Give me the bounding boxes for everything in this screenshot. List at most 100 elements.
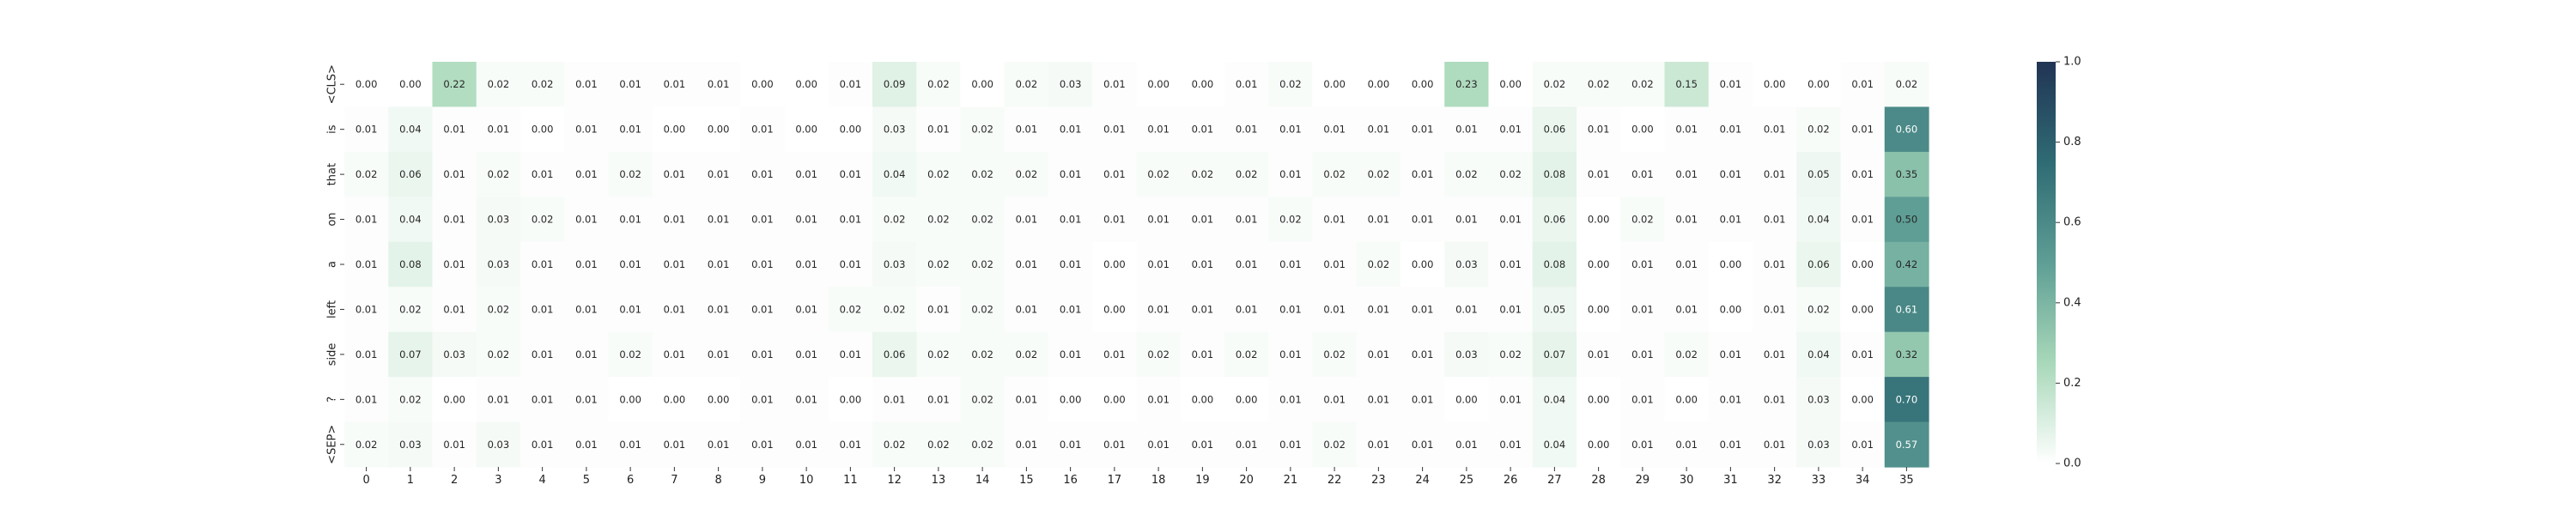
cell-value-label: 0.03	[488, 214, 510, 226]
cell-value-label: 0.02	[884, 214, 906, 226]
cell-value-label: 0.01	[575, 439, 598, 451]
cell-value-label: 0.01	[795, 214, 817, 226]
heatmap-cell	[1620, 287, 1666, 333]
heatmap-cell	[1796, 151, 1842, 197]
y-axis-ticks: <CLS> is that on a left side? <SEP>	[326, 64, 344, 464]
heatmap-cell	[872, 287, 917, 333]
cell-value-label: 0.00	[532, 124, 554, 136]
heatmap-cell	[1224, 421, 1269, 468]
heatmap-cell	[828, 106, 873, 153]
cell-value-label: 0.00	[1455, 393, 1478, 405]
colorbar-tick-label: 0.8	[2063, 136, 2081, 148]
cell-value-label: 0.32	[1896, 348, 1918, 360]
cell-value-label: 0.00	[1103, 303, 1126, 315]
cell-value-label: 0.01	[1675, 439, 1698, 451]
x-tick-label: 27	[1547, 474, 1562, 487]
cell-value-label: 0.01	[751, 393, 774, 405]
cell-value-label: 0.01	[619, 78, 641, 90]
heatmap-cell	[520, 331, 565, 378]
heatmap-cell	[1092, 197, 1138, 243]
cell-value-label: 0.01	[1279, 393, 1302, 405]
cell-value-label: 0.01	[1764, 124, 1786, 136]
cell-value-label: 0.02	[619, 168, 641, 180]
cell-value-label: 0.01	[1323, 124, 1346, 136]
cell-value-label: 0.02	[1807, 303, 1830, 315]
heatmap-cell	[1840, 197, 1886, 243]
heatmap-cell	[432, 331, 477, 378]
heatmap-cell	[1224, 377, 1269, 423]
heatmap-cell	[1004, 421, 1049, 468]
heatmap-cell	[1268, 197, 1314, 243]
cell-value-label: 0.01	[840, 78, 862, 90]
heatmap-cell	[1092, 331, 1138, 378]
heatmap-cell	[388, 421, 434, 468]
cell-value-label: 0.01	[1764, 439, 1786, 451]
cell-value-label: 0.01	[1675, 168, 1698, 180]
cell-value-label: 0.01	[1279, 258, 1302, 270]
heatmap-cell	[1136, 421, 1182, 468]
cell-value-label: 0.01	[1675, 214, 1698, 226]
heatmap-cell	[476, 62, 521, 108]
heatmap-cell	[476, 287, 521, 333]
heatmap-cell	[1180, 151, 1225, 197]
x-tick-label: 31	[1723, 474, 1738, 487]
heatmap-cell	[476, 106, 521, 153]
heatmap-cell	[1136, 377, 1182, 423]
heatmap-cell	[1400, 241, 1445, 288]
heatmap-cell	[1356, 241, 1401, 288]
heatmap-cell	[652, 287, 697, 333]
cell-value-label: 0.00	[619, 393, 641, 405]
cell-value-label: 0.00	[1675, 393, 1698, 405]
cell-value-label: 0.01	[927, 124, 950, 136]
heatmap-cell	[652, 197, 697, 243]
cell-value-label: 0.02	[399, 393, 422, 405]
heatmap-cell	[1268, 377, 1314, 423]
cell-value-label: 0.00	[1720, 303, 1742, 315]
cell-value-label: 0.01	[443, 258, 465, 270]
heatmap-cell	[828, 331, 873, 378]
heatmap-cell	[1180, 287, 1225, 333]
heatmap-cell	[1620, 331, 1666, 378]
cell-value-label: 0.00	[1103, 393, 1126, 405]
cell-value-label: 0.02	[1016, 168, 1038, 180]
heatmap-cell	[1840, 151, 1886, 197]
x-tick-label: 12	[887, 474, 902, 487]
heatmap-cell	[476, 331, 521, 378]
cell-value-label: 0.01	[1279, 168, 1302, 180]
heatmap-cell	[1488, 197, 1534, 243]
heatmap-cell	[696, 331, 741, 378]
cell-value-label: 0.07	[399, 348, 422, 360]
cell-value-label: 0.01	[664, 78, 686, 90]
cell-value-label: 0.01	[1675, 124, 1698, 136]
cell-value-label: 0.01	[927, 303, 950, 315]
heatmap-cell	[608, 421, 653, 468]
heatmap-cell	[1796, 241, 1842, 288]
heatmap-cell	[1664, 287, 1710, 333]
heatmap-cell	[872, 62, 917, 108]
cell-value-label: 0.01	[1499, 393, 1522, 405]
cell-value-label: 0.00	[708, 393, 730, 405]
cell-value-label: 0.01	[619, 303, 641, 315]
heatmap-cell	[1356, 62, 1401, 108]
heatmap-cell	[476, 197, 521, 243]
cell-value-label: 0.01	[884, 393, 906, 405]
heatmap-cell	[1312, 377, 1358, 423]
cell-value-label: 0.00	[840, 124, 862, 136]
heatmap-cell	[1312, 62, 1358, 108]
heatmap-cell	[608, 151, 653, 197]
cell-value-label: 0.01	[1016, 258, 1038, 270]
heatmap-cell	[1268, 421, 1314, 468]
cell-value-label: 0.00	[751, 78, 774, 90]
heatmap-cell	[1356, 151, 1401, 197]
heatmap-cell	[564, 287, 610, 333]
heatmap-cell	[1004, 62, 1049, 108]
heatmap-cell	[520, 62, 565, 108]
cell-value-label: 0.01	[575, 258, 598, 270]
heatmap-cell	[1664, 62, 1710, 108]
heatmap-cell	[1356, 197, 1401, 243]
heatmap-cell	[1620, 151, 1666, 197]
cell-value-label: 0.02	[1236, 168, 1258, 180]
heatmap-cell	[432, 287, 477, 333]
cell-value-label: 0.01	[488, 393, 510, 405]
x-tick-label: 1	[407, 474, 414, 487]
